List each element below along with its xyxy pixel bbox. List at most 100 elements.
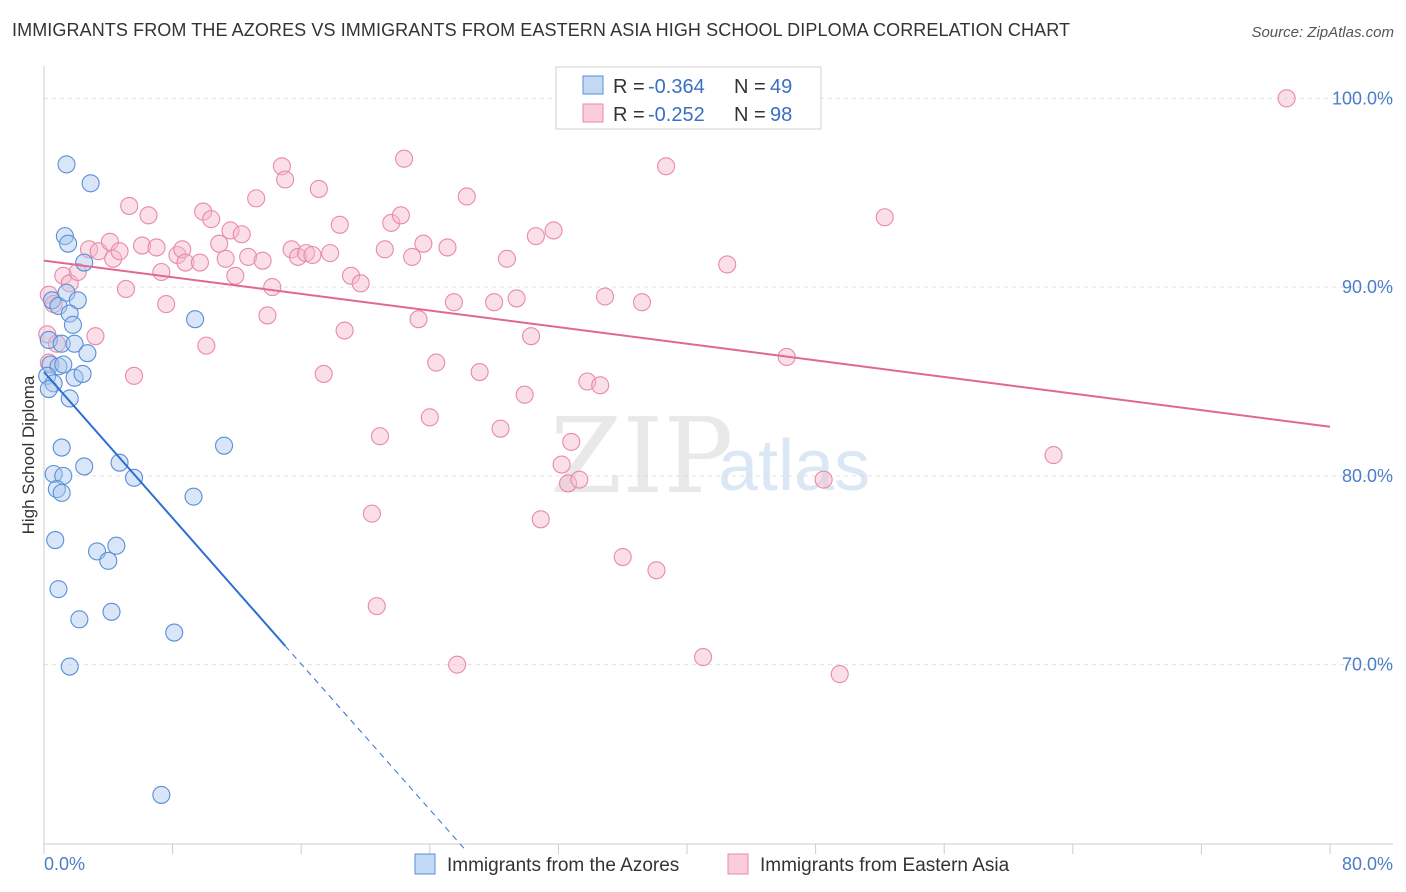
data-point-azores	[65, 334, 84, 353]
data-point-eastern-asia	[382, 213, 401, 232]
trend-line-azores-extension	[284, 645, 466, 850]
data-point-eastern-asia	[647, 561, 666, 580]
data-point-eastern-asia	[239, 247, 258, 266]
data-point-eastern-asia	[190, 253, 209, 272]
stats-legend-r-label: R =	[613, 76, 645, 98]
data-point-eastern-asia	[216, 249, 235, 268]
data-point-eastern-asia	[147, 238, 166, 257]
data-point-azores	[70, 610, 89, 629]
data-point-azores	[60, 389, 79, 408]
data-point-eastern-asia	[830, 665, 849, 684]
series-legend: Immigrants from the Azores Immigrants fr…	[414, 853, 1010, 876]
data-point-eastern-asia	[718, 255, 737, 274]
data-point-eastern-asia	[552, 455, 571, 474]
data-point-eastern-asia	[335, 321, 354, 340]
data-point-eastern-asia	[632, 293, 652, 312]
data-point-azores	[75, 253, 94, 272]
data-point-eastern-asia	[448, 655, 467, 674]
y-tick-labels: 70.0% 80.0% 90.0% 100.0%	[1332, 88, 1393, 674]
series-legend-swatch-azores	[414, 853, 436, 875]
gridlines	[44, 97, 1392, 666]
y-tick-label: 70.0%	[1342, 655, 1393, 675]
data-point-eastern-asia	[176, 253, 195, 272]
series-legend-label-eastern-asia: Immigrants from Eastern Asia	[760, 855, 1010, 876]
y-tick-label: 80.0%	[1342, 466, 1393, 486]
data-point-eastern-asia	[370, 427, 390, 446]
data-point-eastern-asia	[507, 289, 526, 308]
data-point-eastern-asia	[258, 306, 277, 325]
stats-legend-n-label: N =	[734, 76, 766, 98]
data-point-eastern-asia	[303, 245, 322, 265]
data-point-eastern-asia	[375, 240, 394, 259]
data-point-eastern-asia	[657, 157, 676, 176]
data-point-azores	[73, 364, 92, 383]
data-point-azores	[52, 483, 71, 502]
data-point-azores	[214, 436, 234, 455]
data-point-eastern-asia	[875, 208, 894, 227]
data-point-azores	[60, 657, 79, 676]
data-point-eastern-asia	[444, 293, 463, 312]
data-point-eastern-asia	[68, 262, 87, 282]
data-point-azores	[63, 315, 82, 334]
data-point-azores	[165, 623, 184, 642]
data-point-azores	[52, 334, 71, 353]
watermark-zip: ZIP	[550, 395, 733, 517]
data-point-eastern-asia	[124, 366, 144, 385]
data-point-eastern-asia	[314, 364, 333, 383]
data-point-eastern-asia	[367, 597, 386, 616]
data-point-eastern-asia	[427, 353, 446, 372]
data-point-eastern-asia	[116, 279, 136, 299]
data-point-eastern-asia	[491, 419, 510, 438]
data-point-eastern-asia	[613, 548, 632, 567]
data-point-azores	[110, 453, 129, 472]
data-point-azores	[81, 174, 100, 193]
data-point-azores	[152, 785, 171, 804]
trend-lines	[43, 259, 1331, 850]
data-point-eastern-asia	[470, 362, 489, 382]
data-point-azores	[99, 551, 118, 570]
y-axis-title: High School Diploma	[19, 375, 38, 534]
stats-legend: R = -0.364 N = 49 R = -0.252 N = 98	[555, 66, 822, 130]
data-point-azores	[107, 536, 126, 555]
data-point-eastern-asia	[414, 234, 433, 253]
y-tick-label: 100.0%	[1332, 88, 1393, 108]
data-point-eastern-asia	[139, 206, 158, 225]
data-point-eastern-asia	[570, 470, 589, 489]
data-point-eastern-asia	[391, 206, 410, 225]
data-point-eastern-asia	[457, 187, 476, 206]
data-point-azores	[78, 344, 97, 363]
data-point-eastern-asia	[309, 179, 328, 198]
data-point-azores	[102, 602, 121, 621]
series-legend-swatch-eastern-asia	[727, 853, 749, 875]
data-point-eastern-asia	[403, 247, 422, 266]
data-point-eastern-asia	[253, 251, 272, 270]
data-point-eastern-asia	[276, 170, 295, 189]
data-point-azores	[57, 155, 76, 174]
data-point-eastern-asia	[558, 474, 578, 493]
stats-legend-swatch-eastern-asia	[582, 103, 604, 123]
data-point-eastern-asia	[197, 336, 216, 355]
data-point-azores	[39, 379, 58, 399]
data-points	[38, 87, 1296, 804]
data-point-eastern-asia	[515, 385, 534, 404]
trend-line-azores	[43, 371, 286, 647]
data-point-eastern-asia	[263, 278, 282, 297]
data-point-eastern-asia	[485, 293, 504, 312]
data-point-eastern-asia	[409, 310, 428, 329]
data-point-eastern-asia	[526, 227, 545, 246]
data-point-eastern-asia	[562, 432, 581, 451]
data-point-eastern-asia	[362, 504, 381, 523]
data-point-eastern-asia	[1277, 89, 1296, 108]
data-point-eastern-asia	[814, 470, 833, 489]
data-point-eastern-asia	[104, 249, 123, 268]
data-point-eastern-asia	[531, 510, 550, 529]
data-point-eastern-asia	[133, 236, 152, 255]
data-point-azores	[49, 580, 68, 599]
chart-title: IMMIGRANTS FROM THE AZORES VS IMMIGRANTS…	[12, 20, 1071, 40]
data-point-eastern-asia	[226, 266, 245, 285]
data-point-eastern-asia	[282, 240, 301, 259]
data-point-eastern-asia	[595, 287, 615, 306]
data-point-eastern-asia	[296, 244, 316, 263]
axes	[43, 66, 1393, 854]
